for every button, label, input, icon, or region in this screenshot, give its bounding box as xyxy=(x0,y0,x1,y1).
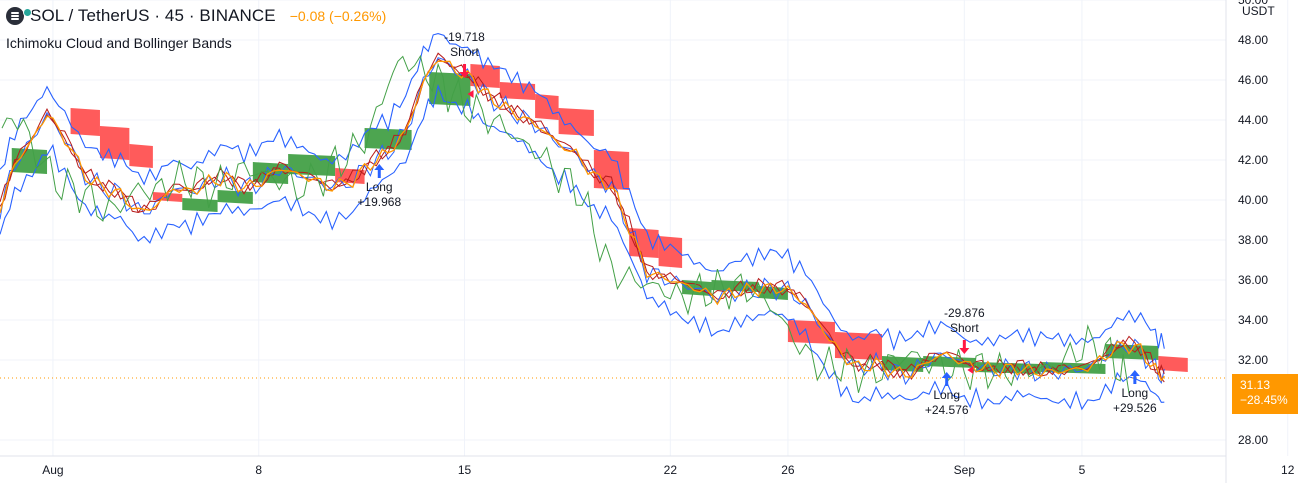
trade-signals xyxy=(374,64,1140,386)
cloud-segment xyxy=(99,126,130,160)
price-tick-label: 40.00 xyxy=(1238,193,1268,207)
price-series xyxy=(0,60,1226,382)
time-tick-label: 15 xyxy=(458,463,472,477)
chart-header: SOL / TetherUS · 45 · BINANCE −0.08 (−0.… xyxy=(6,4,386,28)
cloud-segment xyxy=(1158,356,1188,372)
exit-marker-icon xyxy=(467,90,474,98)
signal-text: +29.526 xyxy=(1112,401,1157,415)
price-line xyxy=(0,60,1165,382)
short-arrow-icon xyxy=(959,340,970,354)
cloud-segment xyxy=(658,236,683,268)
signal-text: Short xyxy=(450,45,479,59)
short-signal-label: -19.718 Short xyxy=(435,30,495,60)
price-axis[interactable]: 50.00 48.00 46.00 44.00 42.00 40.00 38.00 36.00… xyxy=(1238,0,1268,447)
signal-text: Long xyxy=(365,180,393,194)
cloud-segment xyxy=(834,332,883,360)
cloud-segment xyxy=(535,94,559,120)
long-arrow-icon xyxy=(941,372,952,386)
currency-label: USDT xyxy=(1242,4,1275,18)
cloud-segment xyxy=(558,108,594,136)
price-tick-label: 42.00 xyxy=(1238,153,1268,167)
cloud-segment xyxy=(429,72,471,106)
time-tick-label: 22 xyxy=(664,463,678,477)
time-tick-label: 26 xyxy=(781,463,795,477)
symbol-title[interactable]: SOL / TetherUS · 45 · BINANCE xyxy=(30,6,276,25)
cloud-segment xyxy=(470,64,500,88)
last-price-change: −28.45% xyxy=(1240,393,1288,407)
price-tick-label: 32.00 xyxy=(1238,353,1268,367)
cloud-segment xyxy=(70,108,100,136)
grid-lines xyxy=(0,0,1289,456)
signal-text: -29.876 xyxy=(943,306,985,320)
time-tick-label: Sep xyxy=(954,463,976,477)
exit-marker-icon xyxy=(967,366,974,374)
time-tick-label: 12 xyxy=(1281,463,1295,477)
price-tick-label: 50.00 xyxy=(1238,0,1268,7)
price-tick-label: 44.00 xyxy=(1238,113,1268,127)
long-arrow-icon xyxy=(1129,370,1140,384)
long-signal-label: Long +24.576 xyxy=(917,388,977,418)
cloud-segment xyxy=(593,150,630,190)
last-price-badge: 31.13 −28.45% xyxy=(1232,374,1298,414)
ichimoku-lines xyxy=(0,52,1165,394)
long-signal-label: Long +29.526 xyxy=(1105,386,1165,416)
cloud-segment xyxy=(182,198,218,212)
bollinger-upper-line xyxy=(0,33,1165,352)
short-signal-label: -29.876 Short xyxy=(934,306,994,336)
price-tick-label: 38.00 xyxy=(1238,233,1268,247)
price-tick-label: 48.00 xyxy=(1238,33,1268,47)
signal-text: +24.576 xyxy=(924,403,969,417)
last-price-value: 31.13 xyxy=(1240,378,1271,392)
price-tick-label: 46.00 xyxy=(1238,73,1268,87)
cloud-segment xyxy=(11,148,48,174)
long-arrow-icon xyxy=(374,164,385,178)
signal-text: Long xyxy=(933,388,961,402)
price-tick-label: 34.00 xyxy=(1238,313,1268,327)
signal-text: Long xyxy=(1121,386,1149,400)
bollinger-lower-line xyxy=(0,84,1165,411)
base-line xyxy=(0,52,1165,379)
signal-text: +19.968 xyxy=(357,195,402,209)
short-arrow-icon xyxy=(459,64,470,78)
time-tick-label: 8 xyxy=(255,463,262,477)
price-change: −0.08 (−0.26%) xyxy=(289,8,387,24)
status-dot-icon xyxy=(23,8,32,17)
cloud-segment xyxy=(129,144,153,168)
cloud-segment xyxy=(364,128,412,150)
time-axis[interactable]: Aug 8 15 22 26 Sep 5 12 xyxy=(42,463,1294,477)
time-tick-label: Aug xyxy=(42,463,63,477)
price-tick-label: 28.00 xyxy=(1238,433,1268,447)
indicator-title[interactable]: Ichimoku Cloud and Bollinger Bands xyxy=(6,35,232,51)
exchange-logo-icon[interactable] xyxy=(6,7,24,25)
bollinger-bands xyxy=(0,33,1165,411)
signal-text: -19.718 xyxy=(444,30,485,44)
time-tick-label: 5 xyxy=(1079,463,1086,477)
signal-text: Short xyxy=(949,321,979,335)
cloud-segment xyxy=(217,190,253,204)
long-signal-label: Long +19.968 xyxy=(349,180,409,210)
price-tick-label: 36.00 xyxy=(1238,273,1268,287)
